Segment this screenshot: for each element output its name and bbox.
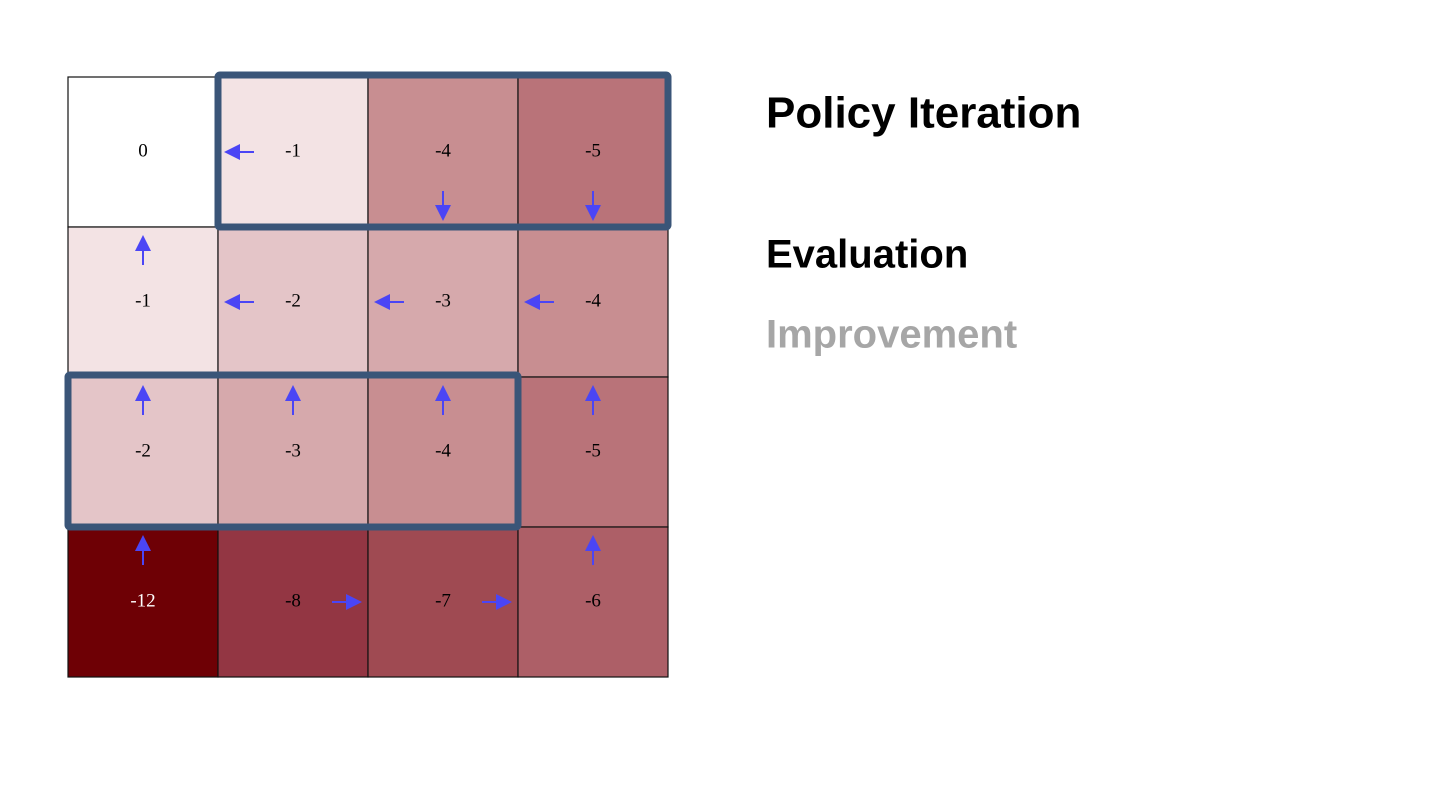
cell-value: -2 xyxy=(135,440,151,461)
cell-value: -5 xyxy=(585,440,601,461)
policy-arrows xyxy=(135,144,601,610)
arrow-head xyxy=(285,385,301,401)
cell-value: -12 xyxy=(130,590,155,611)
arrow-head xyxy=(435,205,451,221)
arrow-head xyxy=(524,294,540,310)
title: Policy Iteration xyxy=(766,89,1081,138)
cell-value: -6 xyxy=(585,590,601,611)
arrow-head xyxy=(135,385,151,401)
cell-value: -1 xyxy=(135,290,151,311)
highlight-box xyxy=(214,71,672,231)
cell-value: -1 xyxy=(285,140,301,161)
cell-value: -4 xyxy=(585,290,601,311)
cell-value: -4 xyxy=(435,440,451,461)
arrow-head xyxy=(135,235,151,251)
cell-value: -3 xyxy=(435,290,451,311)
cell-value: -8 xyxy=(285,590,301,611)
step-label: Improvement xyxy=(766,313,1017,357)
arrow-head xyxy=(346,594,362,610)
arrow-head xyxy=(585,535,601,551)
arrow-head xyxy=(585,385,601,401)
highlight-box xyxy=(64,371,522,531)
step-label: Evaluation xyxy=(766,233,968,277)
arrow-head xyxy=(224,294,240,310)
arrow-head xyxy=(496,594,512,610)
cell-value: -5 xyxy=(585,140,601,161)
cell-value: 0 xyxy=(138,140,148,161)
cell-value: -7 xyxy=(435,590,451,611)
cell-value: -2 xyxy=(285,290,301,311)
arrow-head xyxy=(374,294,390,310)
steps: Evaluation Improvement xyxy=(766,233,1017,357)
cell-value: -4 xyxy=(435,140,451,161)
arrow-head xyxy=(135,535,151,551)
cell-value: -3 xyxy=(285,440,301,461)
arrow-head xyxy=(585,205,601,221)
arrow-head xyxy=(224,144,240,160)
cell xyxy=(67,76,219,228)
arrow-head xyxy=(435,385,451,401)
